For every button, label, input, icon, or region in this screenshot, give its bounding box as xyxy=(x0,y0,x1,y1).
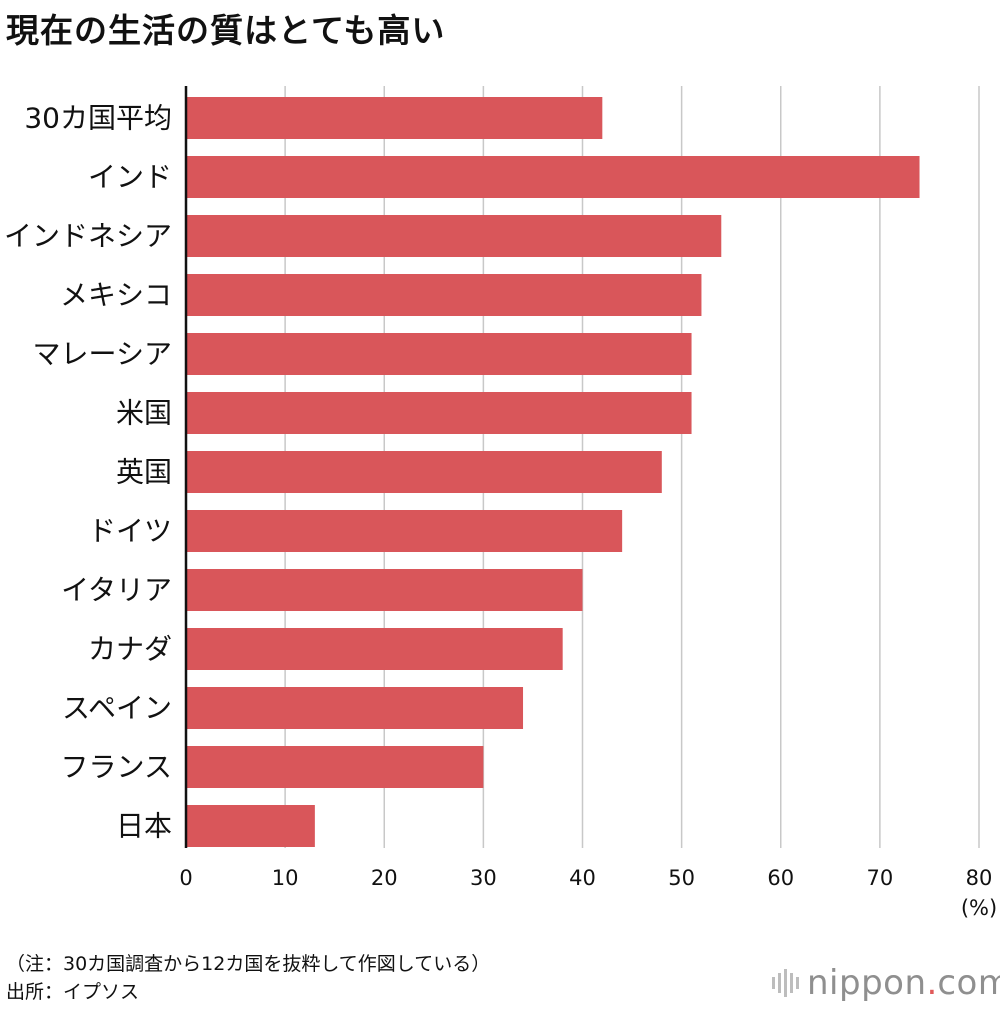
bar-9 xyxy=(186,628,563,670)
x-tick-label-20: 20 xyxy=(371,866,398,890)
logo-suffix: com xyxy=(937,963,1000,1003)
bar-4 xyxy=(186,333,692,375)
x-tick-label-60: 60 xyxy=(767,866,794,890)
chart-title: 現在の生活の質はとても高い xyxy=(6,11,446,50)
x-tick-label-70: 70 xyxy=(867,866,894,890)
category-label-6: 英国 xyxy=(116,456,172,489)
bar-chart: 30カ国平均インドインドネシアメキシコマレーシア米国英国ドイツイタリアカナダスペ… xyxy=(4,86,997,920)
category-label-10: スペイン xyxy=(62,692,172,725)
category-label-5: 米国 xyxy=(116,397,172,430)
bar-3 xyxy=(186,274,702,316)
chart-note: （注：30カ国調査から12カ国を抜粋して作図している） xyxy=(6,953,491,975)
bar-2 xyxy=(186,215,722,257)
category-label-2: インドネシア xyxy=(4,220,172,253)
bar-1 xyxy=(186,156,920,198)
logo-bars-icon xyxy=(772,969,799,997)
x-tick-label-40: 40 xyxy=(569,866,596,890)
bar-5 xyxy=(186,392,692,434)
bar-7 xyxy=(186,510,623,552)
category-label-0: 30カ国平均 xyxy=(24,102,172,135)
category-label-7: ドイツ xyxy=(88,515,172,548)
category-label-4: マレーシア xyxy=(33,338,172,371)
bar-11 xyxy=(186,746,484,788)
bar-6 xyxy=(186,451,662,493)
nippon-logo[interactable]: nippon . com xyxy=(772,963,1000,1003)
bar-0 xyxy=(186,97,603,139)
x-tick-label-0: 0 xyxy=(179,866,192,890)
x-axis-unit-label: (%) xyxy=(961,896,997,920)
category-label-8: イタリア xyxy=(61,574,172,607)
x-tick-label-80: 80 xyxy=(966,866,993,890)
category-label-1: インド xyxy=(88,161,172,194)
chart-source: 出所：イプソス xyxy=(6,981,140,1003)
category-label-11: フランス xyxy=(61,751,172,784)
category-label-12: 日本 xyxy=(116,810,172,843)
x-tick-label-30: 30 xyxy=(470,866,497,890)
bar-8 xyxy=(186,569,583,611)
x-tick-label-10: 10 xyxy=(272,866,299,890)
x-tick-label-50: 50 xyxy=(668,866,695,890)
bar-12 xyxy=(186,805,315,847)
category-label-3: メキシコ xyxy=(60,279,172,312)
category-label-9: カナダ xyxy=(88,633,172,666)
logo-name: nippon xyxy=(807,963,927,1003)
bar-10 xyxy=(186,687,524,729)
logo-dot: . xyxy=(926,963,938,1003)
